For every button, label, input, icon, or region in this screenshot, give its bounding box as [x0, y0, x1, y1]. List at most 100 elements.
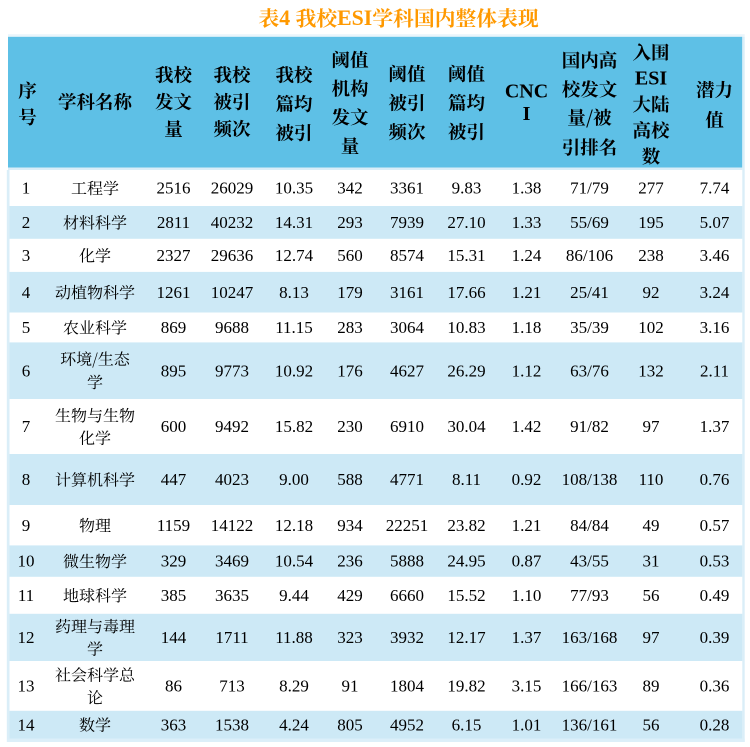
- svg-text:3469: 3469: [215, 552, 249, 571]
- svg-text:63/76: 63/76: [570, 361, 609, 380]
- svg-text:15.82: 15.82: [275, 417, 313, 436]
- svg-text:1.33: 1.33: [512, 213, 542, 232]
- svg-text:2.11: 2.11: [700, 361, 729, 380]
- svg-text:6: 6: [22, 361, 31, 380]
- svg-text:588: 588: [337, 470, 363, 489]
- svg-text:238: 238: [638, 246, 664, 265]
- svg-text:9773: 9773: [215, 361, 249, 380]
- svg-text:0.36: 0.36: [700, 677, 730, 696]
- svg-text:1711: 1711: [215, 628, 248, 647]
- svg-text:329: 329: [161, 552, 187, 571]
- svg-text:86/106: 86/106: [566, 246, 613, 265]
- svg-text:13: 13: [18, 677, 35, 696]
- svg-text:0.92: 0.92: [512, 470, 542, 489]
- svg-text:26.29: 26.29: [447, 361, 485, 380]
- svg-text:56: 56: [643, 586, 660, 605]
- svg-text:7: 7: [22, 417, 31, 436]
- svg-text:29636: 29636: [211, 246, 254, 265]
- svg-text:3361: 3361: [390, 179, 424, 198]
- svg-text:8: 8: [22, 470, 31, 489]
- svg-text:5: 5: [22, 318, 31, 337]
- svg-text:10.35: 10.35: [275, 179, 313, 198]
- svg-text:9.83: 9.83: [452, 179, 482, 198]
- svg-text:293: 293: [337, 213, 363, 232]
- svg-text:0.28: 0.28: [700, 715, 730, 734]
- svg-text:1.18: 1.18: [512, 318, 542, 337]
- svg-text:283: 283: [337, 318, 363, 337]
- svg-text:86: 86: [165, 677, 182, 696]
- svg-text:3.24: 3.24: [700, 283, 730, 302]
- svg-text:8.29: 8.29: [279, 677, 309, 696]
- svg-text:2811: 2811: [157, 213, 190, 232]
- svg-text:869: 869: [161, 318, 187, 337]
- svg-text:14.31: 14.31: [275, 213, 313, 232]
- svg-text:40232: 40232: [211, 213, 254, 232]
- svg-text:31: 31: [643, 552, 660, 571]
- svg-text:1.24: 1.24: [512, 246, 542, 265]
- svg-text:12: 12: [18, 628, 35, 647]
- svg-text:77/93: 77/93: [570, 586, 609, 605]
- svg-text:0.53: 0.53: [700, 552, 730, 571]
- svg-text:23.82: 23.82: [447, 516, 485, 535]
- svg-text:17.66: 17.66: [447, 283, 485, 302]
- svg-text:3635: 3635: [215, 586, 249, 605]
- svg-text:385: 385: [161, 586, 187, 605]
- svg-text:9.00: 9.00: [279, 470, 309, 489]
- svg-text:176: 176: [337, 361, 363, 380]
- svg-text:4: 4: [22, 283, 31, 302]
- svg-text:0.49: 0.49: [700, 586, 730, 605]
- svg-text:342: 342: [337, 179, 363, 198]
- svg-text:102: 102: [638, 318, 664, 337]
- svg-text:895: 895: [161, 361, 187, 380]
- svg-text:97: 97: [643, 628, 661, 647]
- svg-text:560: 560: [337, 246, 363, 265]
- svg-text:9.44: 9.44: [279, 586, 309, 605]
- svg-text:97: 97: [643, 417, 661, 436]
- svg-text:71/79: 71/79: [570, 179, 609, 198]
- svg-text:10: 10: [18, 552, 35, 571]
- svg-text:1.42: 1.42: [512, 417, 542, 436]
- svg-text:1.37: 1.37: [700, 417, 730, 436]
- svg-text:11: 11: [18, 586, 34, 605]
- svg-text:56: 56: [643, 715, 660, 734]
- svg-text:10247: 10247: [211, 283, 254, 302]
- svg-text:1.10: 1.10: [512, 586, 542, 605]
- svg-text:22251: 22251: [386, 516, 429, 535]
- svg-text:0.76: 0.76: [700, 470, 730, 489]
- svg-text:27.10: 27.10: [447, 213, 485, 232]
- svg-text:3161: 3161: [390, 283, 424, 302]
- svg-text:195: 195: [638, 213, 664, 232]
- svg-text:0.87: 0.87: [512, 552, 542, 571]
- svg-text:4627: 4627: [390, 361, 425, 380]
- svg-text:2: 2: [22, 213, 31, 232]
- svg-text:3: 3: [22, 246, 31, 265]
- svg-text:9688: 9688: [215, 318, 249, 337]
- svg-text:166/163: 166/163: [562, 677, 618, 696]
- svg-text:2516: 2516: [157, 179, 191, 198]
- svg-text:8574: 8574: [390, 246, 425, 265]
- svg-text:3.46: 3.46: [700, 246, 730, 265]
- svg-text:1.21: 1.21: [512, 516, 542, 535]
- svg-text:ESI: ESI: [635, 68, 667, 90]
- svg-text:323: 323: [337, 628, 363, 647]
- svg-text:4952: 4952: [390, 715, 424, 734]
- svg-text:1.21: 1.21: [512, 283, 542, 302]
- svg-text:277: 277: [638, 179, 664, 198]
- svg-text:9492: 9492: [215, 417, 249, 436]
- svg-text:14: 14: [18, 715, 36, 734]
- svg-text:2327: 2327: [157, 246, 192, 265]
- svg-text:363: 363: [161, 715, 187, 734]
- svg-text:3932: 3932: [390, 628, 424, 647]
- svg-text:15.31: 15.31: [447, 246, 485, 265]
- svg-text:5888: 5888: [390, 552, 424, 571]
- svg-text:92: 92: [643, 283, 660, 302]
- svg-text:12.18: 12.18: [275, 516, 313, 535]
- svg-text:10.92: 10.92: [275, 361, 313, 380]
- svg-text:14122: 14122: [211, 516, 254, 535]
- svg-text:84/84: 84/84: [570, 516, 609, 535]
- svg-text:144: 144: [161, 628, 187, 647]
- svg-text:236: 236: [337, 552, 363, 571]
- svg-text:7939: 7939: [390, 213, 424, 232]
- svg-text:8.11: 8.11: [452, 470, 481, 489]
- svg-text:26029: 26029: [211, 179, 254, 198]
